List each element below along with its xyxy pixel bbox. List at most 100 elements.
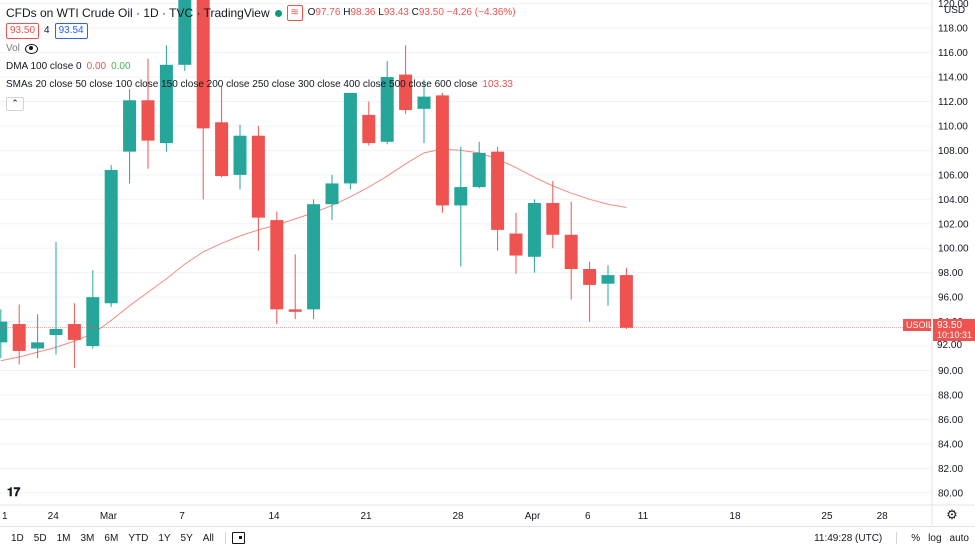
ohlc-values: O97.76 H98.36 L93.43 C93.50 −4.26 (−4.36… [307, 7, 516, 18]
range-button-all[interactable]: All [202, 532, 214, 544]
percent-toggle[interactable]: % [911, 532, 921, 544]
time-tick-label: 21 [360, 511, 372, 522]
sma-value: 103.33 [482, 79, 513, 90]
price-tick-label: 112.00 [938, 97, 968, 108]
legend-title-row: CFDs on WTI Crude Oil · 1D · TVC · Tradi… [6, 5, 516, 21]
candle-body [527, 202, 541, 257]
candle-body [564, 234, 578, 270]
log-toggle[interactable]: log [928, 532, 942, 544]
dma-value-2: 0.00 [111, 61, 131, 72]
vol-label: Vol [6, 43, 20, 54]
candle-body [270, 220, 284, 310]
collapse-legend-button[interactable]: ⌃ [6, 97, 24, 111]
candle [399, 45, 413, 114]
candle [583, 261, 597, 322]
candle-body [251, 135, 265, 218]
time-tick-label: 14 [268, 511, 280, 522]
price-tick-label: 82.00 [938, 464, 963, 475]
range-button-1y[interactable]: 1Y [158, 532, 171, 544]
sell-button[interactable]: 93.50 [6, 23, 40, 39]
chart-grid [0, 0, 975, 525]
toolbar-separator [224, 532, 226, 544]
price-tag-text: 93.50 [937, 320, 962, 331]
candle-body [491, 151, 505, 230]
countdown-text: 10:10:31 [937, 330, 972, 340]
range-button-1d[interactable]: 1D [11, 532, 24, 544]
candle [307, 199, 321, 320]
candle [159, 45, 173, 152]
candle [86, 270, 100, 349]
candle [601, 265, 615, 306]
range-button-3m[interactable]: 3M [80, 532, 95, 544]
candle-body [0, 321, 8, 343]
candle-body [343, 92, 357, 184]
trade-buttons-row: 93.50 4 93.54 [6, 23, 516, 39]
candle-body [196, 0, 210, 129]
candle-body [123, 100, 137, 152]
range-button-1m[interactable]: 1M [56, 532, 71, 544]
auto-toggle[interactable]: auto [949, 532, 969, 544]
price-tick-label: 116.00 [938, 48, 968, 59]
candle [67, 303, 81, 369]
range-button-5d[interactable]: 5D [33, 532, 47, 544]
candle [527, 199, 541, 273]
range-button-5y[interactable]: 5Y [180, 532, 193, 544]
candle-body [233, 135, 247, 175]
candle-body [178, 0, 192, 65]
candle [49, 242, 63, 355]
candle-body [159, 64, 173, 144]
candle [619, 267, 633, 329]
candle-body [546, 202, 560, 235]
range-button-ytd[interactable]: YTD [128, 532, 149, 544]
sma-indicator-row[interactable]: SMAs 20 close 50 close 100 close 150 clo… [6, 77, 516, 93]
candle-body [49, 328, 63, 336]
candle [380, 61, 394, 145]
current-price-marker: USOIL 93.50 10:10:31 92.00 [903, 319, 975, 351]
candle [251, 125, 265, 251]
candle [546, 180, 560, 249]
candle-body [454, 187, 468, 206]
eye-hidden-icon[interactable] [24, 44, 38, 54]
candle-body [583, 269, 597, 285]
candle-body [104, 169, 118, 304]
time-tick-label: 24 [48, 511, 60, 522]
price-tick-label: 80.00 [938, 488, 963, 499]
time-tick-label: 11 [638, 511, 649, 522]
price-tick-label: 100.00 [938, 244, 969, 255]
candle-body [215, 122, 229, 177]
candle-body [141, 100, 155, 141]
candle [12, 304, 26, 365]
utc-time[interactable]: 11:49:28 (UTC) [814, 532, 883, 544]
bottom-toolbar: 1D 5D 1M 3M 6M YTD 1Y 5Y All 11:49:28 (UTC) % lo… [0, 526, 975, 548]
buy-button[interactable]: 93.54 [54, 23, 88, 39]
gear-icon[interactable]: ⚙ [946, 507, 958, 522]
symbol-tag-text: USOIL [906, 320, 933, 330]
candle-body [380, 77, 394, 142]
next-tick-label: 92.00 [937, 340, 962, 351]
price-tick-label: 102.00 [938, 219, 969, 230]
candle-body [601, 275, 615, 284]
range-button-6m[interactable]: 6M [104, 532, 119, 544]
dma-indicator-row[interactable]: DMA 100 close 0 0.00 0.00 [6, 59, 516, 75]
candle-body [619, 275, 633, 328]
price-tick-label: 86.00 [938, 415, 963, 426]
price-tick-label: 90.00 [938, 366, 963, 377]
price-tick-label: 96.00 [938, 293, 963, 304]
price-tick-label: 98.00 [938, 268, 963, 279]
price-chart[interactable]: 80.0082.0084.0086.0088.0090.0094.0096.00… [0, 0, 975, 526]
calendar-icon[interactable] [231, 532, 245, 544]
candle [325, 174, 339, 221]
chart-legend: CFDs on WTI Crude Oil · 1D · TVC · Tradi… [6, 5, 516, 111]
candle-body [399, 74, 413, 111]
candle [141, 58, 155, 169]
candle-body [509, 233, 523, 256]
compare-icon[interactable]: ≋ [286, 5, 303, 21]
tradingview-logo-icon[interactable]: 𝟏𝟕 [7, 485, 21, 499]
vol-indicator-row[interactable]: Vol [6, 41, 516, 57]
candle [196, 0, 210, 200]
candle-body [307, 204, 321, 310]
time-tick-label: Apr [525, 511, 541, 522]
candle [233, 124, 247, 190]
time-axis: 1 24 Mar 7 14 21 28 Apr 6 11 18 25 28 [2, 511, 888, 522]
